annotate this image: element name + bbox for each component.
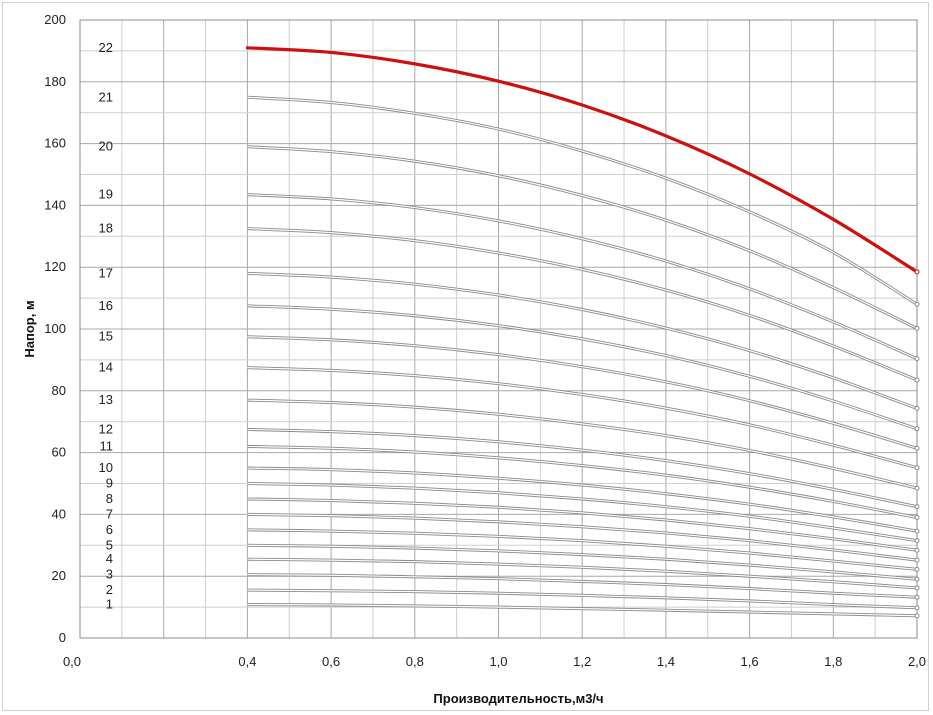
curve-label-20: 20 <box>99 139 113 154</box>
y-tick-labels: 0 20 40 60 80 100 120 140 160 180 200 <box>44 12 66 645</box>
series-end-point-15 <box>914 445 920 451</box>
series-end-point-11 <box>914 514 920 520</box>
series-line-21 <box>247 96 918 305</box>
series-end-point-19 <box>914 356 920 362</box>
series-line-7 <box>247 513 918 561</box>
x-tick-label: 1,2 <box>573 654 591 669</box>
series-line-5 <box>247 544 918 580</box>
curve-label-7: 7 <box>106 506 113 521</box>
y-tick-label: 60 <box>52 445 66 460</box>
series-end-point-6 <box>914 566 920 572</box>
series-lines <box>245 46 920 619</box>
x-axis-title: Производительность,м3/ч <box>433 691 603 706</box>
series-end-point-22 <box>914 269 920 275</box>
curve-label-11: 11 <box>100 438 114 453</box>
series-end-point-2 <box>914 605 920 611</box>
curve-label-12: 12 <box>99 421 113 436</box>
series-end-point-3 <box>914 594 920 600</box>
curve-label-17: 17 <box>99 265 113 280</box>
curve-label-10: 10 <box>99 460 113 475</box>
series-end-point-14 <box>914 465 920 471</box>
series-line-4 <box>247 558 918 589</box>
series-end-point-4 <box>914 585 920 591</box>
x-tick-label: 0,0 <box>63 654 81 669</box>
curve-label-21: 21 <box>99 89 113 104</box>
curve-label-8: 8 <box>106 491 113 506</box>
x-tick-label: 1,6 <box>741 654 759 669</box>
series-end-point-16 <box>914 426 920 432</box>
series-line-3 <box>247 574 918 598</box>
series-line-18 <box>247 227 918 381</box>
y-tick-label: 140 <box>44 197 66 212</box>
series-line-6 <box>247 529 918 570</box>
x-tick-label: 0,8 <box>406 654 424 669</box>
y-tick-label: 120 <box>44 259 66 274</box>
series-end-point-5 <box>914 576 920 582</box>
series-line-14 <box>247 367 918 469</box>
curve-label-19: 19 <box>99 187 113 202</box>
series-end-point-18 <box>914 377 920 383</box>
series-line-8 <box>247 498 918 551</box>
y-tick-label: 100 <box>44 321 66 336</box>
series-line-19 <box>247 193 918 360</box>
curve-label-6: 6 <box>106 522 113 537</box>
curve-label-1: 1 <box>106 597 113 612</box>
x-tick-label: 2,0 <box>908 654 926 669</box>
series-end-point-17 <box>914 405 920 411</box>
series-line-11 <box>247 445 918 519</box>
curve-label-3: 3 <box>106 567 113 582</box>
y-tick-label: 160 <box>44 136 66 151</box>
y-tick-label: 40 <box>52 506 66 521</box>
series-line-9 <box>247 482 918 542</box>
x-tick-label: 1,0 <box>489 654 507 669</box>
series-line-16 <box>247 305 918 430</box>
x-tick-label: 0,6 <box>322 654 340 669</box>
curve-label-5: 5 <box>106 537 113 552</box>
series-end-point-10 <box>914 528 920 534</box>
series-line-10 <box>247 467 918 532</box>
curve-label-9: 9 <box>106 476 113 491</box>
x-tick-labels: 0,0 0,4 0,6 0,8 1,0 1,2 1,4 1,6 1,8 2,0 <box>63 654 926 669</box>
series-line-1 <box>247 604 918 617</box>
curve-label-15: 15 <box>99 329 113 344</box>
series-end-point-9 <box>914 538 920 544</box>
series-end-point-1 <box>914 613 920 619</box>
series-line-2 <box>247 589 918 609</box>
series-end-point-21 <box>914 301 920 307</box>
series-line-22 <box>245 46 919 274</box>
y-tick-label: 80 <box>52 383 66 398</box>
y-tick-label: 200 <box>44 12 66 27</box>
y-tick-label: 0 <box>59 630 66 645</box>
x-tick-label: 1,8 <box>824 654 842 669</box>
curve-label-2: 2 <box>106 582 113 597</box>
series-line-17 <box>247 272 918 409</box>
curve-label-13: 13 <box>99 392 113 407</box>
curve-label-18: 18 <box>99 221 113 236</box>
series-end-point-8 <box>914 547 920 553</box>
series-end-point-20 <box>914 325 920 331</box>
series-line-12 <box>247 428 918 508</box>
series-line-15 <box>247 336 918 449</box>
curve-label-4: 4 <box>106 551 113 566</box>
x-tick-label: 1,4 <box>657 654 675 669</box>
series-line-13 <box>247 399 918 489</box>
curve-label-14: 14 <box>99 360 113 375</box>
y-tick-label: 180 <box>44 74 66 89</box>
series-line-20 <box>247 146 918 329</box>
y-tick-label: 20 <box>52 568 66 583</box>
x-tick-label: 0,4 <box>238 654 256 669</box>
series-end-point-12 <box>914 504 920 510</box>
series-end-point-7 <box>914 557 920 563</box>
series-end-point-13 <box>914 485 920 491</box>
curve-label-22: 22 <box>99 40 113 55</box>
y-axis-title: Напор, м <box>22 300 37 357</box>
curve-label-16: 16 <box>99 298 113 313</box>
